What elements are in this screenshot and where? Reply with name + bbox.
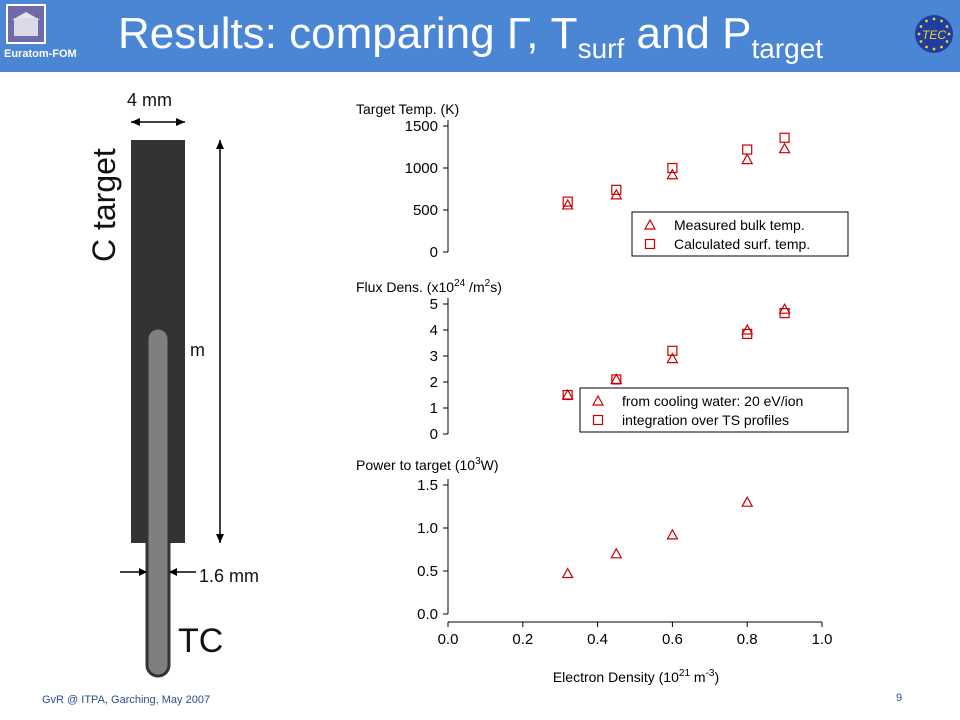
chart-1-series-1-point bbox=[779, 308, 790, 319]
chart-1-title-part: 2 bbox=[485, 278, 491, 289]
chart-0-series-1-point bbox=[779, 132, 790, 143]
chart-1-y-tick-label: 3 bbox=[430, 348, 438, 365]
chart-2-title-part: 3 bbox=[475, 456, 481, 467]
page-number: 9 bbox=[896, 692, 903, 704]
chart-2-series-0-point bbox=[561, 567, 574, 579]
chart-2-y-tick-label: 0.5 bbox=[417, 563, 438, 580]
width-arrow-left bbox=[131, 118, 140, 126]
chart-1-title-part: Flux Dens. (x10 bbox=[356, 279, 454, 295]
chart-0-y-tick-label: 0 bbox=[430, 244, 438, 261]
institute-logo bbox=[6, 4, 46, 44]
chart-1-legend-marker-0 bbox=[591, 394, 605, 406]
chart-0-legend-marker-1 bbox=[644, 238, 656, 250]
chart-1-legend-label-0: from cooling water: 20 eV/ion bbox=[622, 393, 803, 409]
target-label: C target bbox=[86, 148, 122, 262]
title-sub-target: target bbox=[751, 33, 824, 64]
tec-logo-circle bbox=[915, 15, 953, 53]
tc-dim-arrow-right bbox=[169, 568, 177, 576]
chart-1-series-1-point bbox=[742, 328, 753, 339]
chart-1-title-part: /m bbox=[465, 279, 484, 295]
logo-roof-shape bbox=[12, 12, 40, 20]
chart-0-title-part: Target Temp. (K) bbox=[356, 101, 459, 117]
chart-1-series-0-point bbox=[610, 373, 623, 384]
chart-x-label: Electron Density (1021 m-3) bbox=[553, 668, 719, 685]
title-banner: Euratom-FOM Results: comparing Γ, Tsurf … bbox=[0, 0, 960, 72]
chart-x-label-part: Electron Density (10 bbox=[553, 669, 679, 685]
chart-1-series-1-point bbox=[667, 345, 678, 356]
chart-1-y-tick-label: 0 bbox=[430, 426, 438, 443]
chart-0-legend-marker-0 bbox=[643, 218, 657, 230]
chart-1-series-1-point bbox=[562, 389, 573, 401]
chart-0-y-tick-label: 1500 bbox=[405, 118, 438, 135]
chart-x-tick-label: 0.2 bbox=[512, 631, 533, 648]
chart-2-y-tick-label: 1.5 bbox=[417, 477, 438, 494]
footer-text: GvR @ ITPA, Garching, May 2007 bbox=[42, 694, 211, 706]
target-diagram bbox=[120, 118, 224, 678]
chart-1-title-part: 24 bbox=[454, 278, 466, 289]
tc-diameter-label: 1.6 mm bbox=[199, 566, 260, 586]
width-label: 4 mm bbox=[127, 90, 172, 110]
org-label: Euratom-FOM bbox=[4, 48, 77, 60]
title-main: Results: comparing Γ, T bbox=[118, 9, 578, 58]
tec-logo-stars bbox=[917, 17, 951, 51]
chart-2-title-part: Power to target (10 bbox=[356, 457, 475, 473]
chart-x-tick-label: 0.0 bbox=[438, 631, 459, 648]
chart-0-legend-box bbox=[631, 211, 849, 257]
chart-0-series-1-point bbox=[742, 144, 753, 155]
chart-0-title: Target Temp. (K) bbox=[356, 101, 459, 117]
length-arrow-bottom bbox=[216, 534, 224, 543]
chart-0-y-tick-label: 500 bbox=[413, 202, 438, 219]
chart-2-title: Power to target (103W) bbox=[356, 456, 499, 473]
chart-2-title-part: W) bbox=[481, 457, 499, 473]
chart-2-series-0-point bbox=[666, 528, 679, 540]
chart-1-series-0-point bbox=[666, 352, 679, 364]
chart-x-label-part: 21 bbox=[679, 668, 691, 679]
chart-x-tick-label: 0.6 bbox=[662, 631, 683, 648]
chart-0-legend-label-0: Measured bulk temp. bbox=[674, 217, 805, 233]
tc-dim-arrow-left bbox=[139, 568, 147, 576]
chart-1-series-0-point bbox=[561, 388, 574, 400]
chart-x-tick-label: 1.0 bbox=[812, 631, 833, 648]
tec-logo-text: TEC bbox=[922, 28, 946, 42]
results-charts: Target Temp. (K) 0 500 1000 1500 Measured bul… bbox=[356, 101, 849, 685]
chart-0-series-1-point bbox=[667, 162, 678, 174]
chart-1-title-part: s) bbox=[490, 279, 502, 295]
chart-0-series-0-point bbox=[741, 153, 754, 165]
hidden-length-label: m bbox=[190, 340, 205, 360]
chart-0-legend-label-1: Calculated surf. temp. bbox=[674, 236, 810, 252]
chart-0-series-1-point bbox=[562, 196, 573, 207]
chart-1-y-tick-label: 2 bbox=[430, 374, 438, 391]
chart-x-label-part: -3 bbox=[706, 668, 715, 679]
chart-1-y-tick-label: 5 bbox=[430, 296, 438, 313]
chart-x-label-part: ) bbox=[714, 669, 719, 685]
width-arrow-right bbox=[176, 118, 185, 126]
chart-x-tick-label: 0.8 bbox=[737, 631, 758, 648]
thermocouple-rod bbox=[145, 326, 171, 678]
length-arrow-top bbox=[216, 140, 224, 149]
tc-label: TC bbox=[178, 622, 224, 660]
chart-0-series-0-point bbox=[666, 168, 679, 180]
chart-1-series-1-point bbox=[611, 374, 622, 385]
chart-1-legend-marker-1 bbox=[592, 414, 604, 426]
chart-0-series-0-point bbox=[778, 142, 791, 154]
chart-1-legend-label-1: integration over TS profiles bbox=[622, 412, 789, 428]
chart-2-series-0-point bbox=[610, 547, 623, 559]
chart-2-y-tick-label: 0.0 bbox=[417, 606, 438, 623]
chart-0-y-tick-label: 1000 bbox=[405, 160, 438, 177]
title-mid: and P bbox=[624, 9, 752, 58]
title-sub-surf: surf bbox=[577, 33, 625, 64]
tec-logo: TEC bbox=[915, 15, 953, 53]
chart-2-series-0-point bbox=[741, 495, 754, 507]
chart-2-y-tick-label: 1.0 bbox=[417, 520, 438, 537]
slide-title: Results: comparing Γ, Tsurf and Ptarget bbox=[118, 6, 823, 77]
chart-x-label-part: m bbox=[690, 669, 706, 685]
logo-building-shape bbox=[14, 18, 38, 36]
chart-1-legend-box bbox=[579, 387, 849, 433]
chart-1-y-tick-label: 1 bbox=[430, 400, 438, 417]
chart-0-series-1-point bbox=[611, 184, 622, 195]
chart-1-title: Flux Dens. (x1024 /m2s) bbox=[356, 278, 502, 295]
chart-x-tick-label: 0.4 bbox=[587, 631, 608, 648]
chart-1-y-tick-label: 4 bbox=[430, 322, 438, 339]
chart-0-series-0-point bbox=[561, 198, 574, 210]
